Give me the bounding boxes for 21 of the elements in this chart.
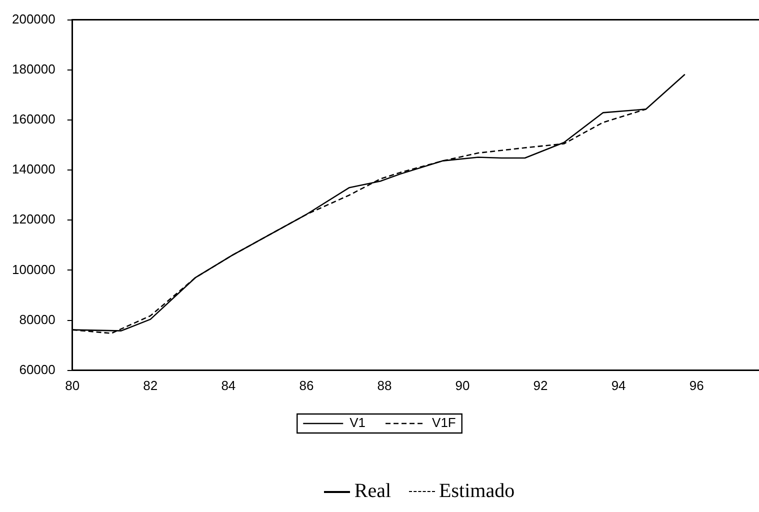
text: Real: [354, 480, 392, 503]
y-tick-label: 80000: [19, 312, 56, 327]
x-tick-label: 82: [143, 378, 158, 393]
x-tick-label: 92: [533, 378, 548, 393]
y-tick-label: 160000: [12, 112, 56, 127]
y-tick-label: 200000: [12, 11, 56, 26]
x-tick-label: 90: [455, 378, 470, 393]
y-tick-label: 180000: [12, 61, 56, 76]
x-tick-label: 96: [689, 378, 704, 393]
legend-label: V1F: [432, 415, 456, 430]
legend-label: V1: [350, 415, 366, 430]
x-tick-label: 86: [299, 378, 314, 393]
y-tick-label: 140000: [12, 162, 56, 177]
x-tick-label: 94: [611, 378, 626, 393]
y-tick-label: 60000: [19, 362, 56, 377]
y-tick-label: 100000: [12, 262, 56, 277]
x-tick-label: 88: [377, 378, 392, 393]
x-tick-label: 84: [221, 378, 236, 393]
y-tick-label: 120000: [12, 212, 56, 227]
text: Estimado: [439, 480, 515, 503]
x-tick-label: 80: [65, 378, 80, 393]
